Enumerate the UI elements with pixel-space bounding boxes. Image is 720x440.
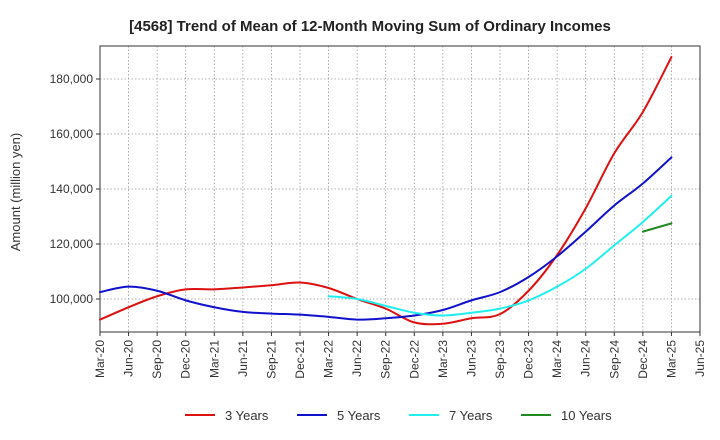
x-tick-label: Sep-21 — [264, 340, 278, 379]
x-tick-label: Jun-21 — [236, 340, 250, 377]
x-tick-label: Dec-21 — [293, 340, 307, 379]
x-tick-label: Sep-23 — [493, 340, 507, 379]
x-tick-label: Jun-22 — [350, 340, 364, 377]
series-line-10-years — [641, 222, 673, 233]
x-tick-label: Dec-20 — [179, 340, 193, 379]
x-tick-label: Mar-22 — [322, 340, 336, 378]
x-tick-label: Jun-24 — [579, 340, 593, 377]
legend-label-5-years: 5 Years — [337, 408, 381, 423]
y-tick-label: 120,000 — [50, 237, 94, 251]
legend-label-10-years: 10 Years — [561, 408, 612, 423]
series-line-5-years — [99, 156, 673, 321]
y-tick-label: 100,000 — [50, 292, 94, 306]
x-tick-label: Mar-23 — [436, 340, 450, 378]
x-tick-label: Dec-23 — [522, 340, 536, 379]
series-line-7-years — [327, 194, 673, 317]
legend: 3 Years 5 Years 7 Years 10 Years — [185, 408, 612, 423]
y-tick-label: 180,000 — [50, 72, 94, 86]
x-tick-label: Sep-24 — [607, 340, 621, 379]
x-tick-label: Sep-22 — [379, 340, 393, 379]
legend-label-7-years: 7 Years — [449, 408, 493, 423]
chart-title: [4568] Trend of Mean of 12-Month Moving … — [129, 18, 611, 35]
series-layer — [99, 56, 673, 326]
plot-frame — [99, 45, 701, 333]
x-tick-label: Mar-24 — [550, 340, 564, 378]
x-tick-label: Mar-25 — [664, 340, 678, 378]
x-tick-label: Dec-24 — [636, 340, 650, 379]
x-tick-label: Jun-23 — [464, 340, 478, 377]
y-tick-label: 140,000 — [50, 182, 94, 196]
legend-label-3-years: 3 Years — [225, 408, 269, 423]
y-tick-label: 160,000 — [50, 127, 94, 141]
x-tick-label: Sep-20 — [150, 340, 164, 379]
x-tick-label: Jun-25 — [693, 340, 707, 377]
y-axis-label: Amount (million yen) — [8, 133, 23, 252]
axes: 100,000 120,000 140,000 160,000 180,000 Mar-2… — [50, 45, 707, 379]
x-tick-label: Mar-21 — [207, 340, 221, 378]
x-tick-label: Dec-22 — [407, 340, 421, 379]
x-tick-label: Mar-20 — [93, 340, 107, 378]
x-tick-label: Jun-20 — [122, 340, 136, 377]
series-line-3-years — [99, 56, 673, 326]
